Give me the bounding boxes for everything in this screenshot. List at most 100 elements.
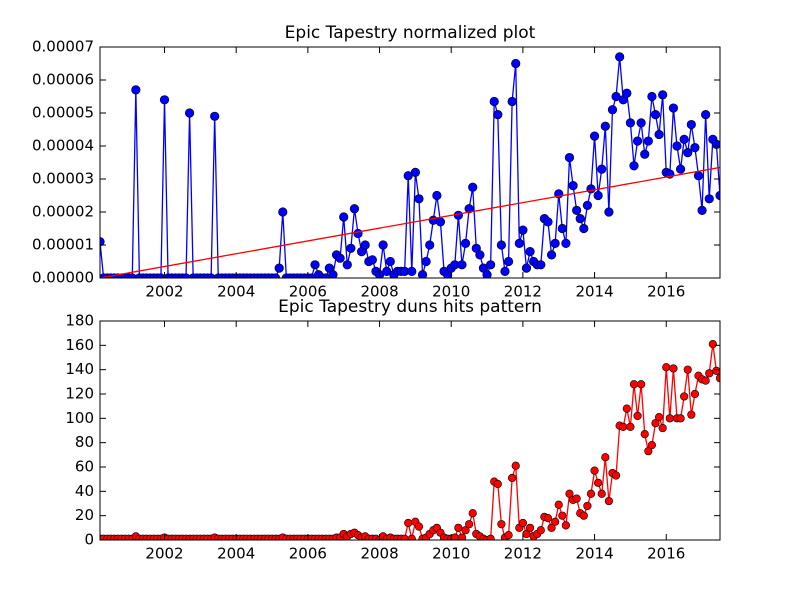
data-point bbox=[156, 273, 166, 278]
data-point bbox=[690, 389, 700, 399]
data-point bbox=[310, 260, 320, 270]
data-point bbox=[525, 247, 535, 257]
data-point bbox=[683, 148, 693, 158]
data-point bbox=[417, 270, 428, 278]
data-point bbox=[210, 111, 220, 121]
data-point bbox=[465, 520, 474, 529]
data-point bbox=[600, 121, 610, 131]
data-point bbox=[543, 217, 553, 227]
x-tick-label: 2008 bbox=[360, 283, 398, 301]
data-point bbox=[586, 184, 596, 194]
data-point bbox=[693, 171, 704, 181]
data-point bbox=[518, 225, 528, 235]
data-point bbox=[328, 270, 338, 278]
data-point bbox=[597, 164, 607, 174]
data-point bbox=[497, 520, 506, 529]
data-point bbox=[536, 260, 546, 270]
data-point bbox=[0, 408, 4, 416]
data-point bbox=[521, 263, 532, 273]
data-point bbox=[511, 58, 521, 69]
data-point bbox=[100, 237, 105, 247]
data-point bbox=[589, 131, 600, 141]
data-point bbox=[414, 522, 424, 531]
data-point bbox=[579, 223, 589, 234]
data-point bbox=[414, 194, 424, 204]
data-point bbox=[668, 103, 679, 113]
data-point bbox=[461, 526, 470, 535]
data-point bbox=[615, 52, 625, 62]
data-point bbox=[679, 134, 689, 144]
data-point bbox=[486, 534, 495, 540]
data-point bbox=[385, 256, 395, 267]
data-point bbox=[601, 453, 610, 462]
data-point bbox=[360, 240, 370, 250]
data-point bbox=[0, 435, 4, 443]
axes-frame bbox=[99, 320, 721, 541]
data-point bbox=[536, 526, 545, 535]
data-point bbox=[475, 250, 485, 260]
x-tick-label: 2004 bbox=[217, 283, 255, 301]
x-tick-label: 2012 bbox=[504, 283, 542, 301]
data-point bbox=[482, 270, 492, 278]
chart-title: Epic Tapestry duns hits pattern bbox=[278, 297, 542, 317]
data-point bbox=[708, 340, 717, 349]
data-point bbox=[457, 260, 467, 270]
data-point bbox=[558, 511, 567, 520]
data-point bbox=[0, 461, 4, 469]
data-point bbox=[557, 223, 567, 234]
data-point bbox=[586, 489, 596, 498]
data-point bbox=[503, 256, 514, 267]
data-point bbox=[464, 204, 474, 214]
data-point bbox=[0, 387, 4, 395]
data-point bbox=[640, 149, 650, 159]
data-point bbox=[594, 478, 603, 487]
data-point bbox=[669, 364, 678, 373]
data-point bbox=[650, 110, 661, 120]
data-point bbox=[632, 136, 643, 146]
data-point bbox=[662, 363, 671, 372]
data-point bbox=[432, 190, 442, 201]
data-point bbox=[206, 273, 216, 278]
series-line bbox=[100, 56, 720, 278]
y-tick-label: 0.00000 bbox=[32, 269, 94, 287]
data-point bbox=[342, 260, 352, 270]
y-tick-label: 80 bbox=[75, 433, 94, 451]
data-point bbox=[546, 250, 557, 260]
y-tick-label: 120 bbox=[65, 385, 94, 403]
x-tick-label: 2004 bbox=[217, 545, 255, 563]
data-point bbox=[543, 513, 553, 523]
x-tick-label: 2014 bbox=[575, 283, 613, 301]
data-point bbox=[607, 105, 618, 115]
data-point bbox=[486, 260, 496, 270]
x-tick-label: 2010 bbox=[432, 283, 470, 301]
y-tick-label: 0.00001 bbox=[32, 236, 94, 254]
data-point bbox=[181, 273, 191, 278]
axes-frame bbox=[99, 46, 721, 279]
data-point bbox=[159, 95, 170, 105]
y-tick-label: 0.00005 bbox=[32, 104, 94, 122]
data-point bbox=[489, 96, 499, 107]
data-point bbox=[0, 418, 4, 426]
data-point bbox=[353, 228, 363, 239]
y-tick-label: 0.00003 bbox=[32, 170, 94, 188]
data-point bbox=[404, 518, 413, 528]
x-tick-label: 2002 bbox=[145, 545, 183, 563]
data-point bbox=[647, 91, 657, 102]
data-point bbox=[550, 238, 560, 248]
data-point bbox=[672, 141, 682, 151]
data-point bbox=[564, 152, 575, 163]
data-point bbox=[654, 413, 664, 422]
y-tick-label: 160 bbox=[65, 336, 94, 354]
data-point bbox=[457, 533, 467, 540]
data-point bbox=[636, 118, 646, 128]
x-tick-label: 2016 bbox=[647, 283, 685, 301]
data-point bbox=[367, 255, 377, 265]
data-point bbox=[572, 494, 581, 503]
data-point bbox=[522, 529, 531, 539]
data-point bbox=[435, 217, 446, 227]
data-point bbox=[507, 96, 517, 107]
data-point bbox=[184, 108, 195, 118]
data-point bbox=[127, 273, 137, 278]
data-point bbox=[711, 139, 720, 149]
